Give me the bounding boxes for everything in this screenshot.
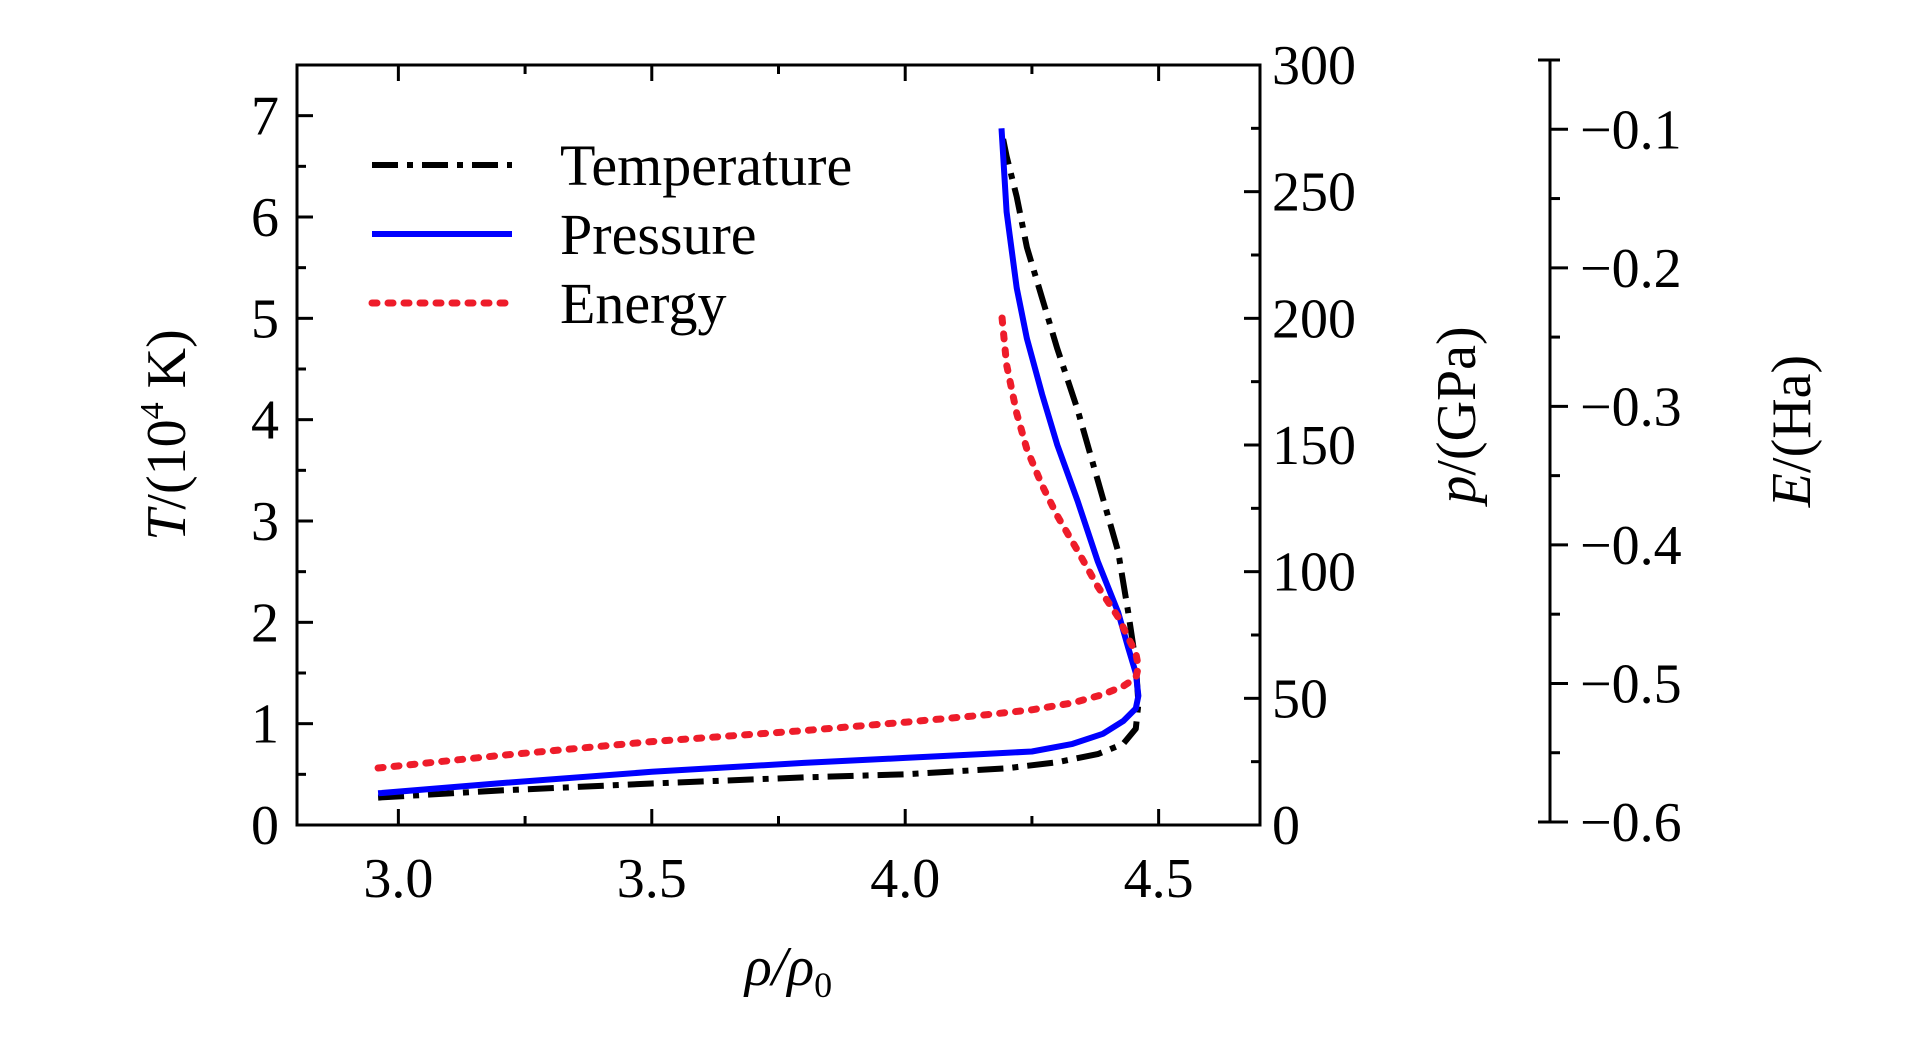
series-pressure [377,128,1142,797]
x-axis-title: ρ/ρ0 [743,936,832,1005]
x-tick-label: 4.0 [870,848,940,910]
temperature-tick-label: 6 [251,187,279,249]
energy-tick-label: −0.6 [1580,792,1682,854]
temperature-tick-label: 2 [251,592,279,654]
pressure-tick-label: 100 [1272,542,1356,604]
pressure-axis-title-rest: /(GPa) [1426,326,1488,475]
temperature-tick-label: 5 [251,288,279,350]
energy-tick-label: −0.3 [1580,376,1682,438]
energy-axis-title-italic: E [1761,473,1823,508]
energy-axis-title-rest: /(Ha) [1761,355,1823,473]
pressure-tick-label: 50 [1272,668,1328,730]
x-axis-title-main: ρ/ρ [743,936,814,998]
series-temperature [377,130,1142,801]
pressure-tick-label: 200 [1272,288,1356,350]
pressure-tick-label: 300 [1272,35,1356,97]
x-tick-label: 3.0 [363,848,433,910]
temperature-axis-title-rest: /(10 [136,419,198,509]
temperature-axis-title-end: K) [136,329,198,402]
legend-label-pressure: Pressure [560,202,757,267]
pressure-axis-title: p/(GPa) [1426,326,1488,507]
legend-label-energy: Energy [560,271,726,336]
energy-tick-label: −0.4 [1580,515,1682,577]
energy-axis-title: E/(Ha) [1761,355,1823,508]
series-energy [374,308,1142,772]
energy-tick-label: −0.5 [1580,653,1682,715]
x-tick-label: 3.5 [617,848,687,910]
pressure-ticks: 0 50 100 150 200 250 300 [1244,35,1356,857]
pressure-axis-title-italic: p [1426,476,1488,508]
legend-label-temperature: Temperature [560,133,852,198]
energy-tick-label: −0.1 [1580,99,1682,161]
energy-tick-label: −0.2 [1580,238,1682,300]
x-axis-title-sub: 0 [814,965,832,1005]
x-ticks: 3.0 3.5 4.0 4.5 [363,65,1194,910]
series-layer [374,128,1142,801]
temperature-tick-label: 7 [251,86,279,148]
pressure-tick-label: 0 [1272,795,1300,857]
temperature-tick-label: 4 [251,390,279,452]
x-tick-label: 4.5 [1124,848,1194,910]
temperature-axis-title-italic: T [136,506,198,541]
pressure-tick-label: 250 [1272,162,1356,224]
pressure-tick-label: 150 [1272,415,1356,477]
temperature-axis-title: T/(104 K) [134,329,198,540]
legend: Temperature Pressure Energy [368,133,852,336]
temperature-ticks: 0 1 2 3 4 5 6 7 [251,63,313,857]
temperature-tick-label: 3 [251,491,279,553]
temperature-tick-label: 1 [251,694,279,756]
energy-ticks: −0.1 −0.2 −0.3 −0.4 −0.5 −0.6 [1538,58,1682,854]
temperature-axis-title-sup: 4 [134,402,171,419]
temperature-tick-label: 0 [251,795,279,857]
